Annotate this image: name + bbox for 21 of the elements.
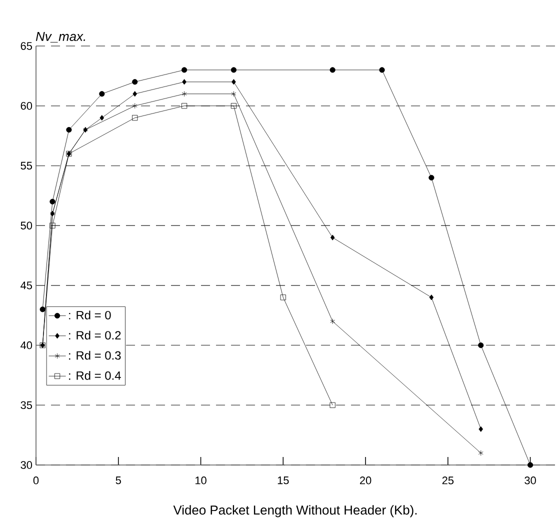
legend-label: : Rd = 0.3 [69, 351, 121, 360]
y-tick-label: 45 [20, 282, 32, 290]
y-tick-label: 55 [20, 162, 32, 170]
y-tick-label: 40 [20, 342, 32, 350]
y-tick-label: 30 [20, 461, 32, 470]
legend-label: : Rd = 0 [69, 310, 111, 320]
x-tick-label: 5 [116, 476, 121, 484]
y-tick-label: 65 [20, 42, 32, 50]
y-axis-title: Nv_max. [36, 32, 86, 43]
x-tick-label: 20 [360, 476, 372, 485]
y-tick-label: 50 [20, 222, 32, 230]
x-tick-label: 15 [278, 476, 289, 484]
y-tick-label: 60 [20, 102, 32, 110]
legend-label: : Rd = 0.4 [69, 371, 121, 380]
x-axis-title: Video Packet Length Without Header (Kb). [173, 505, 417, 518]
x-tick-label: 0 [33, 476, 39, 485]
legend-label: : Rd = 0.2 [69, 331, 121, 340]
x-tick-label: 25 [442, 476, 454, 485]
x-tick-label: 30 [524, 476, 536, 485]
x-tick-label: 10 [196, 476, 206, 485]
y-tick-label: 35 [20, 402, 32, 410]
